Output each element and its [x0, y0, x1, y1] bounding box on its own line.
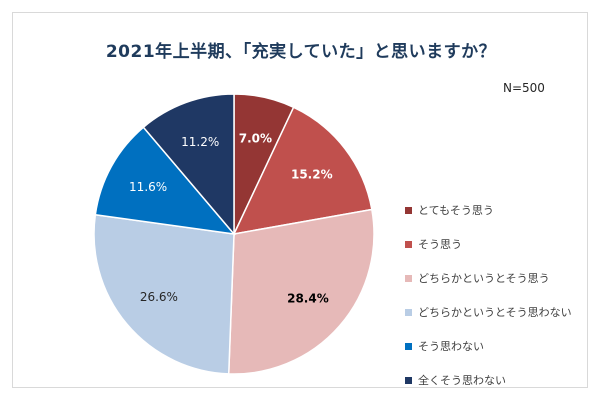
data-label-4: 26.6% — [140, 290, 178, 304]
data-label-5: 11.6% — [129, 180, 167, 194]
legend-swatch — [405, 275, 412, 282]
legend-swatch — [405, 377, 412, 384]
legend-swatch — [405, 343, 412, 350]
data-label-2: 15.2% — [291, 167, 333, 181]
legend-item: そう思わない — [405, 329, 572, 363]
legend-label: とてもそう思う — [418, 202, 494, 218]
legend-label: そう思わない — [418, 338, 484, 354]
legend-label: 全くそう思わない — [418, 372, 506, 388]
legend-item: 全くそう思わない — [405, 363, 572, 397]
legend-item: どちらかというとそう思う — [405, 261, 572, 295]
legend-label: どちらかというとそう思わない — [418, 304, 572, 320]
legend-swatch — [405, 207, 412, 214]
legend-swatch — [405, 241, 412, 248]
data-label-1: 7.0% — [239, 131, 272, 145]
legend-label: そう思う — [418, 236, 462, 252]
data-label-6: 11.2% — [181, 135, 219, 149]
legend-item: どちらかというとそう思わない — [405, 295, 572, 329]
legend-item: そう思う — [405, 227, 572, 261]
legend: とてもそう思う そう思うどちらかというとそう思うどちらかというとそう思わない そう思… — [405, 193, 572, 397]
chart-frame: 2021年上半期、「充実していた」と思いますか？ N=500 7.0% 15.2%… — [12, 12, 588, 388]
data-label-3: 28.4% — [287, 291, 329, 305]
legend-swatch — [405, 309, 412, 316]
legend-item: とてもそう思う — [405, 193, 572, 227]
legend-label: どちらかというとそう思う — [418, 270, 550, 286]
